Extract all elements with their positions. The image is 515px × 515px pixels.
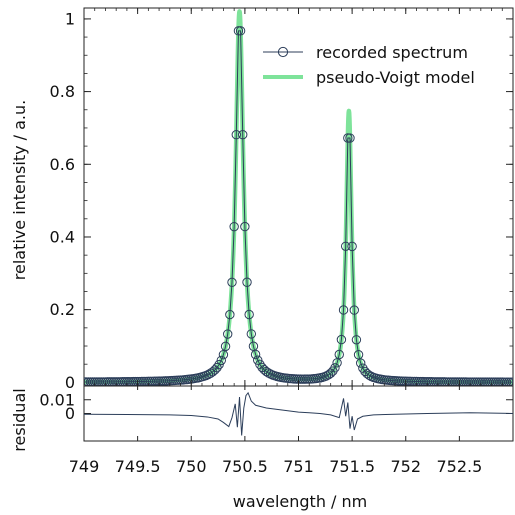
x-axis-ticks: 749 749.5 750 750.5 751 751.5 752 752.5 xyxy=(69,8,514,476)
spectrum-point xyxy=(229,221,239,232)
spectrum-point xyxy=(504,377,513,386)
spectrum-point xyxy=(240,221,250,232)
spectrum-point xyxy=(340,241,351,251)
spectrum-point xyxy=(244,309,254,320)
x-axis-label: wavelength / nm xyxy=(233,492,368,511)
main-plot-frame xyxy=(83,7,514,387)
spectrum-point xyxy=(351,335,362,345)
spectrum-point xyxy=(338,305,349,315)
residual-y-tick-label: 0 xyxy=(65,404,75,423)
spectrum-point xyxy=(212,362,222,373)
residual-data-layer xyxy=(83,391,514,436)
x-tick-label: 751.5 xyxy=(329,457,375,476)
legend-model-label: pseudo-Voigt model xyxy=(316,68,475,87)
x-tick-label: 750.5 xyxy=(222,457,268,476)
spectrum-point xyxy=(343,133,353,143)
spectrum-point xyxy=(330,363,340,373)
spectrum-point xyxy=(263,368,274,378)
y-tick-label: 0.8 xyxy=(50,82,75,101)
x-tick-label: 750 xyxy=(176,457,207,476)
spectrum-point xyxy=(225,309,235,320)
spectrum-point xyxy=(336,334,347,345)
spectrum-point xyxy=(328,366,338,376)
main-y-ticks: 0 0.2 0.4 0.6 0.8 1 xyxy=(50,9,513,392)
residual-panel: 00.01 xyxy=(39,385,514,442)
spectrum-point xyxy=(246,329,257,339)
spectrum-point xyxy=(223,329,233,339)
spectrum-point xyxy=(345,133,355,143)
spectrum-point xyxy=(233,26,244,36)
spectrum-point xyxy=(220,341,231,352)
y-tick-label: 0.6 xyxy=(50,155,75,174)
legend-spectrum-label: recorded spectrum xyxy=(316,43,468,62)
x-tick-label: 749 xyxy=(69,457,100,476)
x-tick-label: 752 xyxy=(390,457,421,476)
spectrum-point xyxy=(508,377,513,386)
y-tick-label: 0.2 xyxy=(50,300,75,319)
y-tick-label: 1 xyxy=(65,9,75,28)
spectrum-point xyxy=(242,277,252,287)
spectrum-point xyxy=(216,355,226,366)
spectrum-point xyxy=(506,377,513,386)
spectrum-point xyxy=(349,305,359,315)
residual-y-ticks: 00.01 xyxy=(39,390,513,423)
residual-line xyxy=(83,391,514,436)
spectrum-point xyxy=(501,377,512,386)
spectrum-point xyxy=(235,26,246,36)
legend-spectrum-marker xyxy=(277,46,289,58)
legend: recorded spectrum pseudo-Voigt model xyxy=(263,43,475,87)
spectrum-point xyxy=(231,130,241,140)
spectrum-point xyxy=(347,241,357,252)
spectrum-point xyxy=(238,129,248,140)
spectrum-point xyxy=(364,370,374,381)
main-panel: 0 0.2 0.4 0.6 0.8 1 xyxy=(50,7,514,392)
x-tick-label: 749.5 xyxy=(115,457,161,476)
residual-axis-label: residual xyxy=(10,388,29,451)
spectrum-point xyxy=(227,277,237,288)
spectrum-point xyxy=(334,349,344,360)
spectrum-point xyxy=(356,358,366,368)
model-line xyxy=(84,9,513,385)
x-tick-label: 751 xyxy=(283,457,314,476)
residual-y-tick-label: 0.01 xyxy=(39,390,75,409)
x-tick-label: 752.5 xyxy=(436,457,482,476)
y-tick-label: 0 xyxy=(65,373,75,392)
y-axis-label: relative intensity / a.u. xyxy=(10,100,29,280)
y-tick-label: 0.4 xyxy=(50,227,75,246)
spectrum-point xyxy=(250,349,261,360)
